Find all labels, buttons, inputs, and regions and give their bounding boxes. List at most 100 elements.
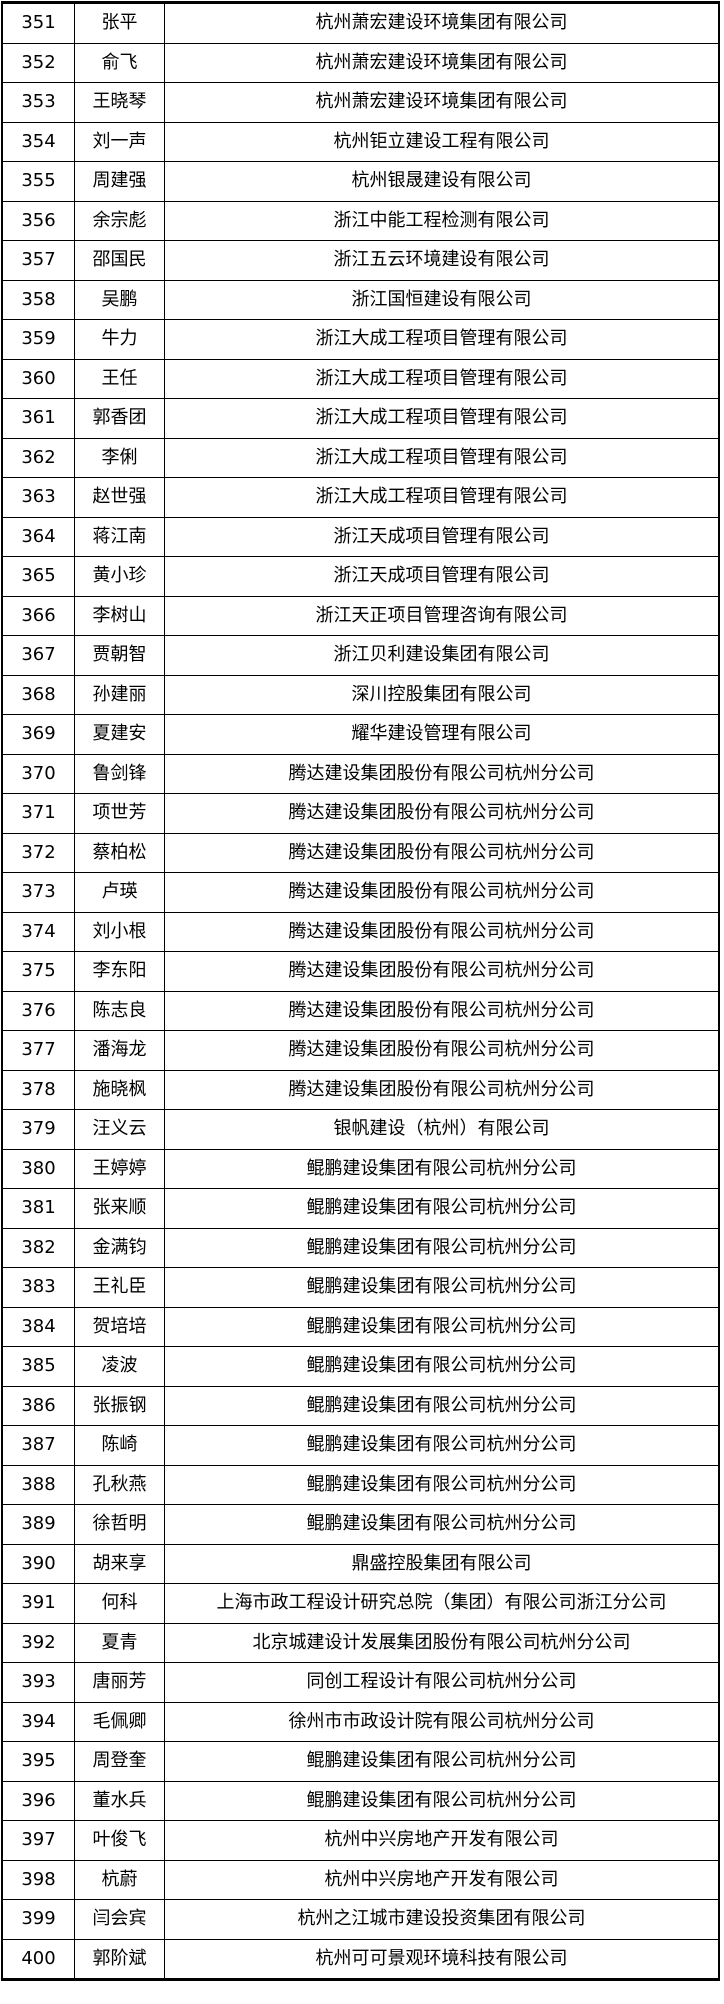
person-name-cell: 孔秋燕 — [74, 1464, 165, 1505]
person-name-cell: 何科 — [74, 1583, 165, 1624]
table-row: 388 孔秋燕 鲲鹏建设集团有限公司杭州分公司 — [1, 1464, 720, 1505]
company-name-cell: 鲲鹏建设集团有限公司杭州分公司 — [164, 1425, 720, 1466]
person-name-cell: 赵世强 — [74, 477, 165, 518]
row-number-cell: 358 — [1, 279, 75, 320]
person-name-cell: 唐丽芳 — [74, 1662, 165, 1703]
row-number-cell: 386 — [1, 1385, 75, 1426]
table-row: 356 余宗彪 浙江中能工程检测有限公司 — [1, 200, 720, 241]
person-name-cell: 李东阳 — [74, 951, 165, 992]
table-row: 352 俞飞 杭州萧宏建设环境集团有限公司 — [1, 42, 720, 83]
row-number-cell: 356 — [1, 200, 75, 241]
table-row: 365 黄小珍 浙江天成项目管理有限公司 — [1, 556, 720, 597]
table-row: 383 王礼臣 鲲鹏建设集团有限公司杭州分公司 — [1, 1267, 720, 1308]
row-number-cell: 394 — [1, 1701, 75, 1742]
row-number-cell: 390 — [1, 1543, 75, 1584]
company-name-cell: 鲲鹏建设集团有限公司杭州分公司 — [164, 1267, 720, 1308]
table-row: 374 刘小根 腾达建设集团股份有限公司杭州分公司 — [1, 911, 720, 952]
row-number-cell: 375 — [1, 951, 75, 992]
table-row: 397 叶俊飞 杭州中兴房地产开发有限公司 — [1, 1820, 720, 1861]
table-row: 390 胡来享 鼎盛控股集团有限公司 — [1, 1543, 720, 1584]
person-name-cell: 郭阶斌 — [74, 1938, 165, 1980]
company-name-cell: 浙江天正项目管理咨询有限公司 — [164, 595, 720, 636]
company-name-cell: 鲲鹏建设集团有限公司杭州分公司 — [164, 1306, 720, 1347]
person-name-cell: 王婷婷 — [74, 1148, 165, 1189]
row-number-cell: 384 — [1, 1306, 75, 1347]
table-row: 362 李俐 浙江大成工程项目管理有限公司 — [1, 437, 720, 478]
table-row: 368 孙建丽 深川控股集团有限公司 — [1, 674, 720, 715]
company-name-cell: 浙江大成工程项目管理有限公司 — [164, 398, 720, 439]
row-number-cell: 355 — [1, 161, 75, 202]
person-name-cell: 周建强 — [74, 161, 165, 202]
person-name-cell: 施晓枫 — [74, 1069, 165, 1110]
person-name-cell: 刘一声 — [74, 121, 165, 162]
company-name-cell: 鲲鹏建设集团有限公司杭州分公司 — [164, 1464, 720, 1505]
person-name-cell: 夏建安 — [74, 714, 165, 755]
row-number-cell: 367 — [1, 635, 75, 676]
table-row: 353 王晓琴 杭州萧宏建设环境集团有限公司 — [1, 82, 720, 123]
person-name-cell: 卢瑛 — [74, 872, 165, 913]
row-number-cell: 395 — [1, 1741, 75, 1782]
row-number-cell: 364 — [1, 516, 75, 557]
company-name-cell: 杭州钜立建设工程有限公司 — [164, 121, 720, 162]
table-row: 367 贾朝智 浙江贝利建设集团有限公司 — [1, 635, 720, 676]
row-number-cell: 379 — [1, 1109, 75, 1150]
row-number-cell: 376 — [1, 990, 75, 1031]
person-name-cell: 张平 — [74, 2, 165, 44]
company-name-cell: 浙江国恒建设有限公司 — [164, 279, 720, 320]
company-name-cell: 鲲鹏建设集团有限公司杭州分公司 — [164, 1188, 720, 1229]
row-number-cell: 353 — [1, 82, 75, 123]
company-name-cell: 鲲鹏建设集团有限公司杭州分公司 — [164, 1780, 720, 1821]
table-row: 373 卢瑛 腾达建设集团股份有限公司杭州分公司 — [1, 872, 720, 913]
person-name-cell: 鲁剑锋 — [74, 753, 165, 794]
company-name-cell: 杭州萧宏建设环境集团有限公司 — [164, 82, 720, 123]
company-name-cell: 腾达建设集团股份有限公司杭州分公司 — [164, 872, 720, 913]
table-row: 364 蒋江南 浙江天成项目管理有限公司 — [1, 516, 720, 557]
row-number-cell: 372 — [1, 832, 75, 873]
table-row: 366 李树山 浙江天正项目管理咨询有限公司 — [1, 595, 720, 636]
row-number-cell: 351 — [1, 2, 75, 44]
company-name-cell: 腾达建设集团股份有限公司杭州分公司 — [164, 990, 720, 1031]
person-name-cell: 张振钢 — [74, 1385, 165, 1426]
company-name-cell: 浙江大成工程项目管理有限公司 — [164, 319, 720, 360]
person-name-cell: 李树山 — [74, 595, 165, 636]
row-number-cell: 400 — [1, 1938, 75, 1980]
table-row: 386 张振钢 鲲鹏建设集团有限公司杭州分公司 — [1, 1385, 720, 1426]
row-number-cell: 373 — [1, 872, 75, 913]
company-name-cell: 杭州萧宏建设环境集团有限公司 — [164, 42, 720, 83]
row-number-cell: 388 — [1, 1464, 75, 1505]
company-name-cell: 浙江天成项目管理有限公司 — [164, 556, 720, 597]
table-row: 361 郭香团 浙江大成工程项目管理有限公司 — [1, 398, 720, 439]
person-name-cell: 项世芳 — [74, 793, 165, 834]
table-row: 370 鲁剑锋 腾达建设集团股份有限公司杭州分公司 — [1, 753, 720, 794]
person-name-cell: 叶俊飞 — [74, 1820, 165, 1861]
person-name-cell: 王晓琴 — [74, 82, 165, 123]
company-name-cell: 浙江贝利建设集团有限公司 — [164, 635, 720, 676]
person-name-cell: 孙建丽 — [74, 674, 165, 715]
company-name-cell: 腾达建设集团股份有限公司杭州分公司 — [164, 951, 720, 992]
person-name-cell: 闫会宾 — [74, 1899, 165, 1940]
table-row: 392 夏青 北京城建设计发展集团股份有限公司杭州分公司 — [1, 1622, 720, 1663]
company-name-cell: 北京城建设计发展集团股份有限公司杭州分公司 — [164, 1622, 720, 1663]
row-number-cell: 382 — [1, 1227, 75, 1268]
company-name-cell: 浙江大成工程项目管理有限公司 — [164, 437, 720, 478]
company-name-cell: 耀华建设管理有限公司 — [164, 714, 720, 755]
company-name-cell: 杭州中兴房地产开发有限公司 — [164, 1820, 720, 1861]
person-name-cell: 陈志良 — [74, 990, 165, 1031]
person-name-cell: 刘小根 — [74, 911, 165, 952]
row-number-cell: 369 — [1, 714, 75, 755]
company-name-cell: 腾达建设集团股份有限公司杭州分公司 — [164, 1069, 720, 1110]
company-name-cell: 上海市政工程设计研究总院（集团）有限公司浙江分公司 — [164, 1583, 720, 1624]
person-name-cell: 牛力 — [74, 319, 165, 360]
row-number-cell: 383 — [1, 1267, 75, 1308]
person-name-cell: 俞飞 — [74, 42, 165, 83]
table-row: 357 邵国民 浙江五云环境建设有限公司 — [1, 240, 720, 281]
table-row: 358 吴鹏 浙江国恒建设有限公司 — [1, 279, 720, 320]
person-name-cell: 金满钧 — [74, 1227, 165, 1268]
table-row: 351 张平 杭州萧宏建设环境集团有限公司 — [1, 2, 720, 44]
person-name-cell: 王礼臣 — [74, 1267, 165, 1308]
person-name-cell: 陈崎 — [74, 1425, 165, 1466]
company-name-cell: 腾达建设集团股份有限公司杭州分公司 — [164, 753, 720, 794]
row-number-cell: 398 — [1, 1859, 75, 1900]
person-name-cell: 张来顺 — [74, 1188, 165, 1229]
